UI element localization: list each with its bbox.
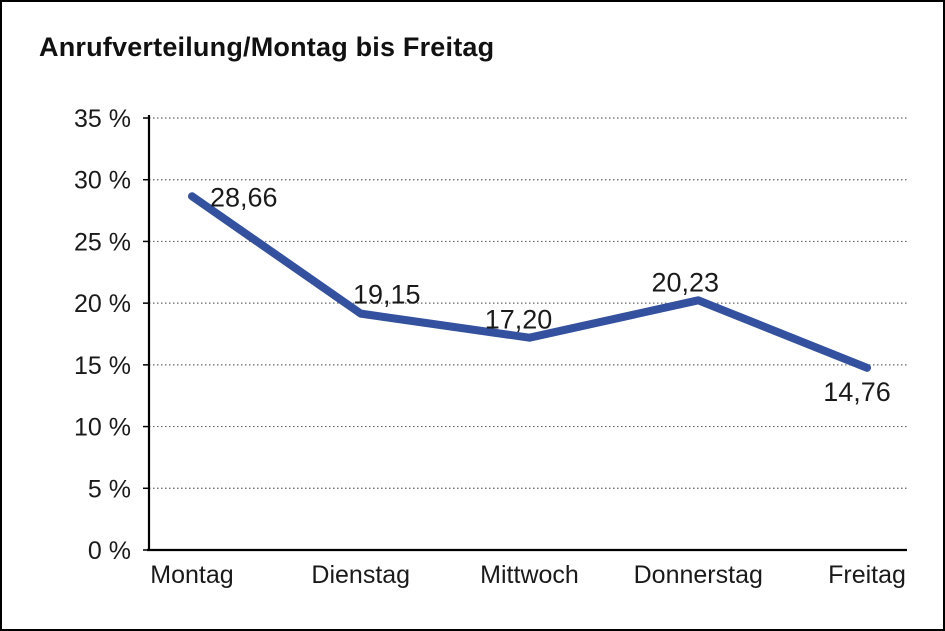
y-tick-label: 0 %: [88, 537, 131, 565]
y-tick-label: 5 %: [88, 475, 131, 503]
y-tick-label: 10 %: [74, 414, 131, 442]
x-category-label: Freitag: [828, 561, 906, 589]
y-tick-label: 20 %: [74, 290, 131, 318]
x-category-label: Montag: [150, 561, 233, 589]
data-point-label: 17,20: [485, 305, 553, 335]
x-category-label: Donnerstag: [634, 561, 763, 589]
data-point-label: 19,15: [353, 280, 421, 310]
data-line: [188, 192, 871, 372]
y-tick-label: 35 %: [74, 105, 131, 133]
x-category-label: Dienstag: [311, 561, 410, 589]
y-tick-label: 15 %: [74, 352, 131, 380]
data-point-label: 28,66: [210, 182, 278, 212]
y-tick-label: 25 %: [74, 228, 131, 256]
data-point-label: 20,23: [651, 267, 719, 297]
chart-title: Anrufverteilung/Montag bis Freitag: [39, 32, 495, 62]
x-category-label: Mittwoch: [480, 561, 579, 589]
y-tick-label: 30 %: [74, 167, 131, 195]
data-point-label: 14,76: [823, 377, 891, 407]
